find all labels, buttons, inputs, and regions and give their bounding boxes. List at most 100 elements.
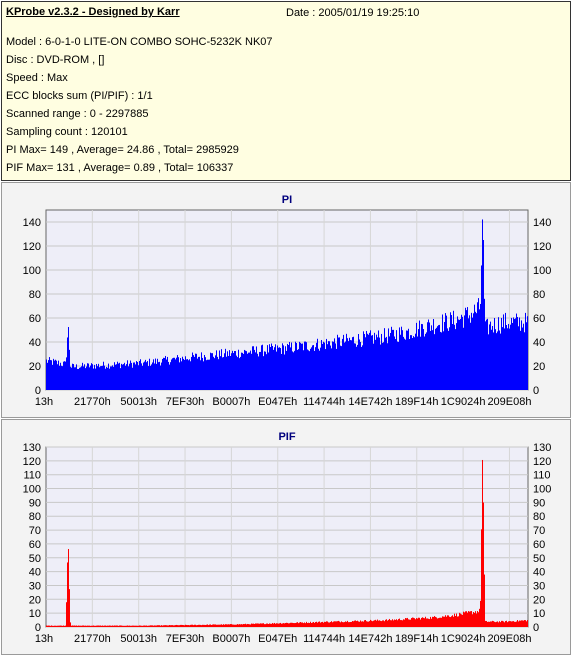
- data-bar: [180, 358, 181, 390]
- data-bar: [219, 350, 220, 390]
- data-bar: [125, 365, 126, 390]
- data-bar: [448, 330, 449, 390]
- data-bar: [243, 353, 244, 390]
- data-bar: [253, 346, 254, 390]
- data-bar: [468, 318, 469, 390]
- data-bar: [221, 349, 222, 390]
- data-bar: [494, 621, 495, 627]
- data-bar: [357, 620, 358, 627]
- data-bar: [189, 359, 190, 390]
- data-bar: [310, 348, 311, 390]
- data-bar: [363, 621, 364, 627]
- data-bar: [446, 616, 447, 627]
- data-bar: [202, 357, 203, 390]
- data-bar: [457, 616, 458, 627]
- data-bar: [126, 625, 127, 627]
- data-bar: [254, 623, 255, 627]
- data-bar: [169, 364, 170, 390]
- data-bar: [279, 347, 280, 390]
- data-bar: [286, 622, 287, 627]
- data-bar: [441, 617, 442, 627]
- data-bar: [403, 336, 404, 390]
- data-bar: [387, 343, 388, 390]
- data-bar: [249, 624, 250, 627]
- data-bar: [112, 365, 113, 390]
- data-bar: [496, 621, 497, 627]
- data-bar: [491, 329, 492, 390]
- data-bar: [108, 363, 109, 390]
- data-bar: [349, 337, 350, 390]
- data-bar: [63, 625, 64, 627]
- data-bar: [167, 356, 168, 390]
- y-tick-label-right: 130: [533, 442, 551, 454]
- data-bar: [369, 332, 370, 390]
- data-bar: [267, 345, 268, 390]
- data-bar: [121, 363, 122, 390]
- x-tick-label: B0007h: [212, 633, 250, 645]
- data-bar: [171, 359, 172, 390]
- data-bar: [166, 625, 167, 627]
- data-bar: [56, 360, 57, 390]
- y-tick-label-left: 40: [29, 567, 41, 579]
- data-bar: [325, 349, 326, 390]
- data-bar: [123, 625, 124, 627]
- data-bar: [102, 625, 103, 627]
- data-bar: [104, 625, 105, 627]
- data-bar: [502, 620, 503, 627]
- data-bar: [425, 616, 426, 627]
- data-bar: [308, 622, 309, 627]
- data-bar: [345, 621, 346, 627]
- data-bar: [379, 337, 380, 390]
- data-bar: [449, 327, 450, 390]
- data-bar: [304, 341, 305, 390]
- data-bar: [413, 336, 414, 390]
- data-bar: [296, 622, 297, 627]
- data-bar: [293, 623, 294, 627]
- data-bar: [220, 356, 221, 390]
- data-bar: [510, 621, 511, 627]
- data-bar: [174, 357, 175, 390]
- data-bar: [103, 625, 104, 627]
- data-bar: [96, 625, 97, 627]
- data-bar: [52, 625, 53, 627]
- data-bar: [240, 624, 241, 627]
- data-bar: [367, 621, 368, 627]
- y-tick-label-left: 60: [29, 313, 41, 325]
- data-bar: [386, 619, 387, 627]
- data-bar: [351, 340, 352, 390]
- x-tick-label: 209E08h: [487, 633, 531, 645]
- data-bar: [457, 316, 458, 390]
- data-bar: [188, 360, 189, 390]
- x-tick-label: 14E742h: [348, 396, 392, 408]
- data-bar: [451, 616, 452, 627]
- data-bar: [458, 616, 459, 627]
- data-bar: [265, 624, 266, 627]
- data-bar: [64, 625, 65, 627]
- data-bar: [106, 625, 107, 627]
- data-bar: [334, 338, 335, 390]
- data-bar: [128, 625, 129, 627]
- data-bar: [57, 625, 58, 627]
- data-bar: [514, 621, 515, 627]
- data-bar: [452, 324, 453, 390]
- data-bar: [335, 621, 336, 627]
- data-bar: [204, 354, 205, 390]
- data-bar: [432, 616, 433, 627]
- data-bar: [114, 362, 115, 390]
- data-bar: [434, 334, 435, 390]
- data-bar: [390, 620, 391, 627]
- data-bar: [230, 624, 231, 627]
- data-bar: [212, 353, 213, 390]
- data-bar: [402, 330, 403, 390]
- data-bar: [300, 622, 301, 627]
- data-bar: [309, 622, 310, 627]
- data-bar: [324, 621, 325, 627]
- data-bar: [411, 335, 412, 390]
- data-bar: [210, 624, 211, 627]
- x-tick-label: 1C9024h: [441, 633, 486, 645]
- data-bar: [192, 352, 193, 390]
- data-bar: [155, 625, 156, 627]
- data-bar: [166, 359, 167, 390]
- data-bar: [267, 623, 268, 627]
- data-bar: [144, 361, 145, 390]
